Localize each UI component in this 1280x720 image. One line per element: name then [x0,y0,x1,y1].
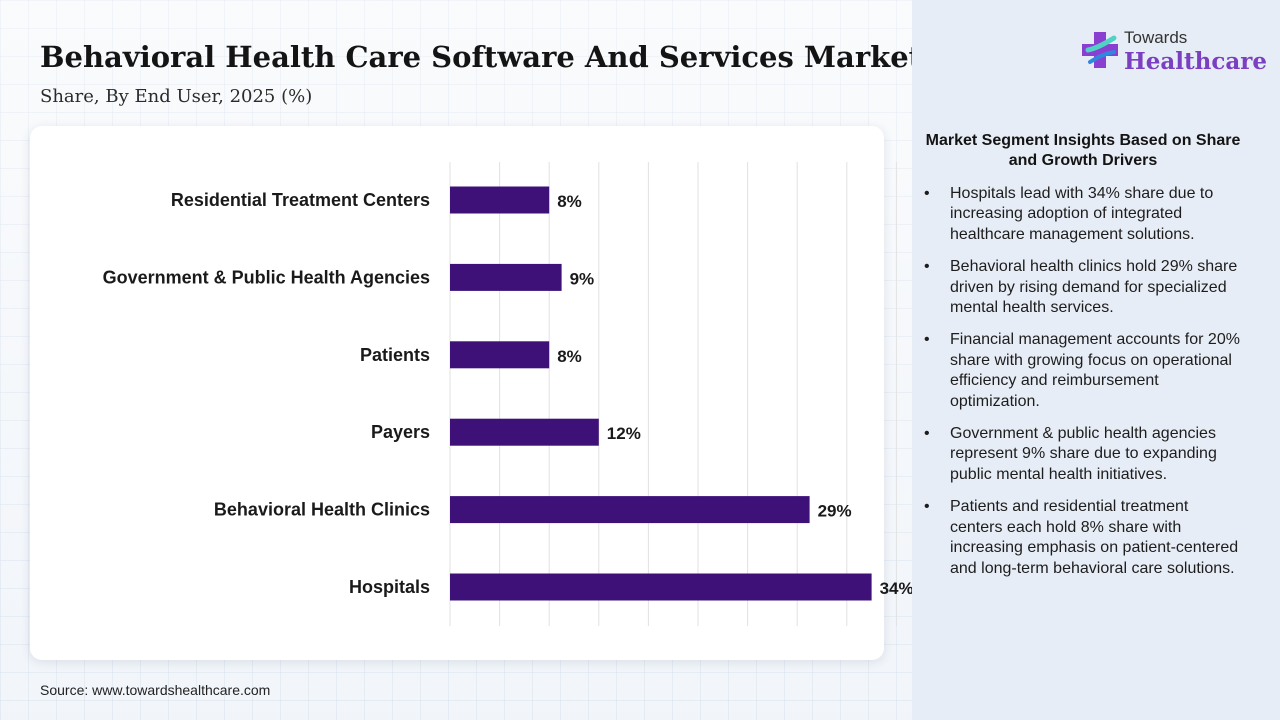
plus-cross-icon [1082,32,1118,68]
insights-title: Market Segment Insights Based on Share a… [925,132,1241,169]
bar [450,341,550,369]
page-subtitle: Share, By End User, 2025 (%) [40,86,313,107]
source-note: Source: www.towardshealthcare.com [40,682,271,698]
category-label: Government & Public Health Agencies [103,267,430,287]
category-label: Payers [371,422,430,442]
chart-gridlines [449,162,897,626]
category-label: Patients [360,345,430,365]
value-label: 12% [607,424,641,443]
category-label: Behavioral Health Clinics [214,500,430,520]
insight-item: Patients and residential treatment cente… [924,497,1244,579]
insights-list: Hospitals lead with 34% share due to inc… [924,184,1244,591]
category-label: Residential Treatment Centers [171,190,430,210]
category-label: Hospitals [349,577,430,597]
value-label: 9% [570,269,595,288]
insight-item: Hospitals lead with 34% share due to inc… [924,184,1244,245]
value-label: 29% [818,502,852,521]
value-label: 34% [880,579,912,598]
value-label: 8% [557,192,582,211]
bar-chart: Residential Treatment Centers 8% Governmen… [103,162,912,626]
bar [450,573,872,601]
page-title: Behavioral Health Care Software And Serv… [40,40,923,74]
brand-logo: Towards Healthcare [1080,28,1267,78]
bar [450,418,599,446]
bar [450,263,562,291]
value-label: 8% [557,347,582,366]
logo-text-top: Towards [1124,28,1188,47]
bar [450,496,810,524]
insight-item: Behavioral health clinics hold 29% share… [924,257,1244,318]
insight-item: Government & public health agencies repr… [924,424,1244,485]
insight-item: Financial management accounts for 20% sh… [924,330,1244,412]
chart-bars [450,186,872,601]
chart-labels: Residential Treatment Centers 8% Governmen… [103,190,912,598]
logo-text-brand: Healthcare [1124,48,1268,75]
bar [450,186,550,214]
chart-card [30,126,884,660]
